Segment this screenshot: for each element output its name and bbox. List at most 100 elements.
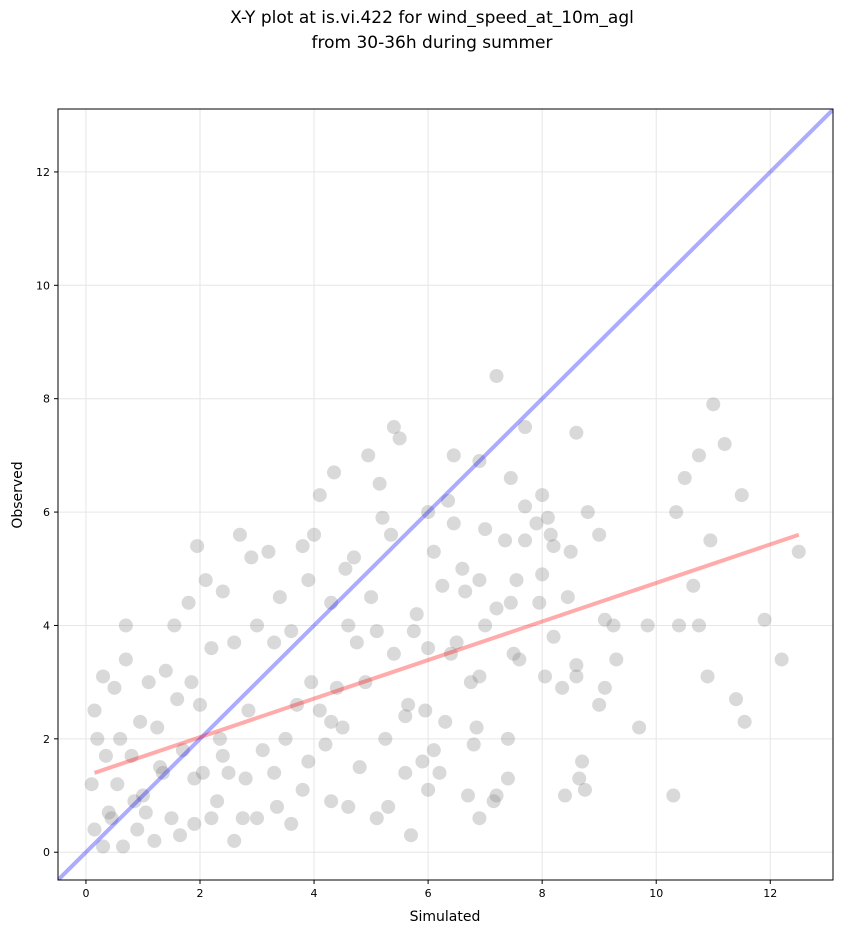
point	[135, 788, 150, 803]
point	[170, 692, 185, 707]
point	[518, 533, 533, 548]
point	[426, 743, 441, 758]
point	[569, 658, 584, 673]
point	[87, 822, 102, 837]
point	[503, 471, 518, 486]
point	[324, 714, 339, 729]
point	[124, 748, 139, 763]
point	[335, 720, 350, 735]
point	[672, 618, 687, 633]
point	[609, 652, 624, 667]
point	[301, 754, 316, 769]
x-tick-label: 0	[82, 887, 89, 900]
point	[438, 714, 453, 729]
point	[312, 703, 327, 718]
point	[691, 618, 706, 633]
point	[272, 590, 287, 605]
point	[555, 680, 570, 695]
point	[184, 675, 199, 690]
point	[409, 607, 424, 622]
point	[472, 454, 487, 469]
point	[546, 629, 561, 644]
point	[703, 533, 718, 548]
point	[757, 612, 772, 627]
point	[597, 612, 612, 627]
point	[349, 635, 364, 650]
point	[312, 488, 327, 503]
point	[235, 811, 250, 826]
point	[204, 811, 219, 826]
point	[346, 550, 361, 565]
point	[729, 692, 744, 707]
point	[369, 624, 384, 639]
y-tick-label: 4	[43, 619, 50, 632]
point	[543, 527, 558, 542]
point	[500, 771, 515, 786]
point	[133, 714, 148, 729]
grid	[58, 109, 833, 880]
point	[472, 669, 487, 684]
point	[469, 720, 484, 735]
point	[472, 573, 487, 588]
point	[632, 720, 647, 735]
x-axis-label: Simulated	[410, 909, 481, 925]
point	[461, 788, 476, 803]
point	[426, 544, 441, 559]
point	[101, 805, 116, 820]
point	[372, 476, 387, 491]
point	[187, 771, 202, 786]
point	[378, 731, 393, 746]
point	[455, 561, 470, 576]
point	[289, 697, 304, 712]
point	[195, 765, 210, 780]
point	[250, 618, 265, 633]
point	[361, 448, 376, 463]
point	[267, 765, 282, 780]
point	[267, 635, 282, 650]
point	[84, 777, 99, 792]
y-axis-label: Observed	[10, 461, 26, 528]
point	[446, 516, 461, 531]
point	[686, 578, 701, 593]
point	[486, 794, 501, 809]
point	[518, 420, 533, 435]
point	[774, 652, 789, 667]
point	[406, 624, 421, 639]
point	[503, 595, 518, 610]
point	[791, 544, 806, 559]
point	[415, 754, 430, 769]
point	[318, 737, 333, 752]
x-tick-label: 8	[539, 887, 546, 900]
point	[386, 420, 401, 435]
point	[734, 488, 749, 503]
point	[535, 488, 550, 503]
x-tick-label: 6	[425, 887, 432, 900]
point	[110, 777, 125, 792]
point	[164, 811, 179, 826]
point	[284, 624, 299, 639]
point	[489, 601, 504, 616]
point	[669, 505, 684, 520]
point	[147, 833, 162, 848]
point	[227, 635, 242, 650]
point	[327, 465, 342, 480]
point	[392, 431, 407, 446]
point	[324, 794, 339, 809]
point	[210, 794, 225, 809]
point	[466, 737, 481, 752]
point	[375, 510, 390, 525]
point	[449, 635, 464, 650]
point	[398, 765, 413, 780]
point	[666, 788, 681, 803]
point	[198, 573, 213, 588]
point	[575, 754, 590, 769]
point	[215, 584, 230, 599]
point	[130, 822, 145, 837]
point	[158, 663, 173, 678]
point	[304, 675, 319, 690]
point	[421, 505, 436, 520]
point	[472, 811, 487, 826]
point	[113, 731, 128, 746]
point	[212, 731, 227, 746]
